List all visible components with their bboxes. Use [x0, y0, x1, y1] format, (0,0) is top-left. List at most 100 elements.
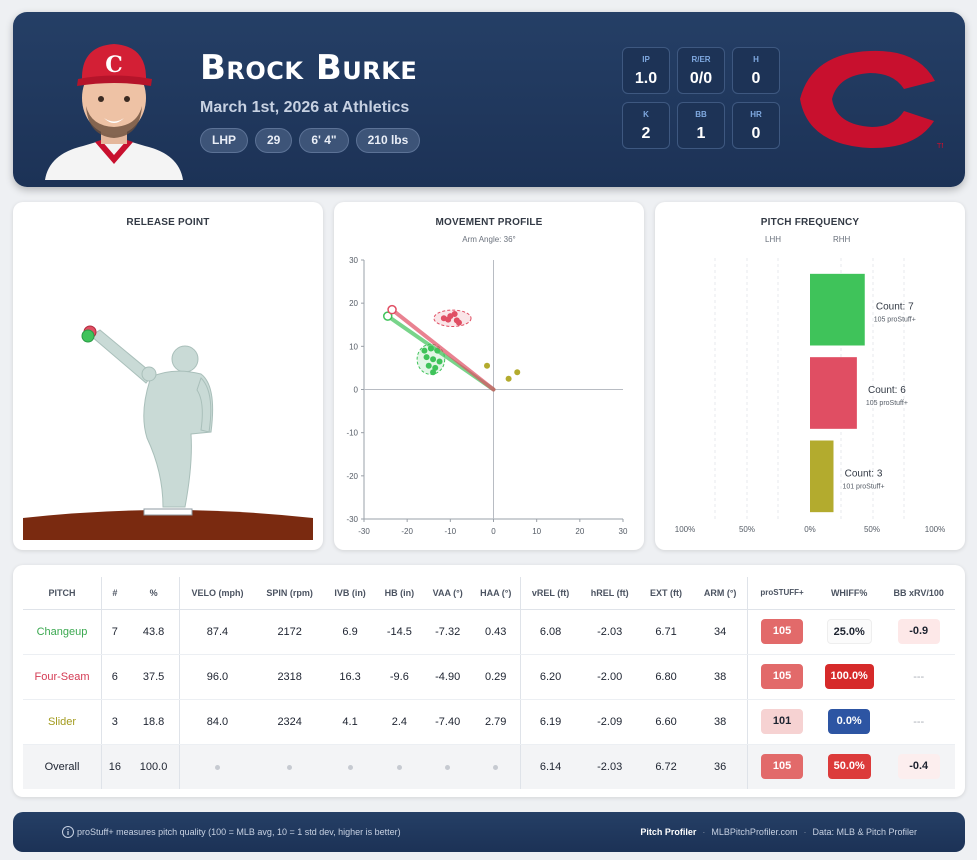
pitch-name: Overall — [23, 744, 102, 789]
empty-dot — [445, 764, 451, 770]
prostuff-cell: 105 — [747, 744, 816, 789]
x-tick-label: 20 — [575, 527, 584, 536]
frequency-bar-four-seam — [810, 357, 857, 429]
empty-dot — [493, 764, 499, 770]
pitch-point-changeup — [430, 356, 437, 363]
table-row-slider: Slider 3 18.8 84.0 2324 4.1 2.4 -7.40 2.… — [23, 699, 955, 745]
footer-data-source: Data: MLB & Pitch Profiler — [812, 827, 917, 837]
prostuff-cell: 101 — [747, 699, 816, 745]
hrel: -2.00 — [580, 654, 639, 700]
spin: 2318 — [254, 654, 325, 700]
stat-value: 0/0 — [689, 70, 713, 87]
arm: 38 — [693, 699, 749, 745]
frequency-count-label: Count: 3 — [845, 468, 883, 479]
table-header-row: PITCH # % VELO (mph) SPIN (rpm) IVB (in)… — [23, 577, 955, 610]
freq-tick-label: 0% — [804, 525, 816, 534]
stat-ip: IP 1.0 — [622, 47, 670, 94]
arm-slot-line-four-seam — [390, 307, 496, 392]
pitch-point-changeup — [425, 362, 432, 369]
footer-site: MLBPitchProfiler.com — [711, 827, 798, 837]
release-point-title: RELEASE POINT — [126, 217, 210, 228]
stat-label: K — [643, 110, 649, 119]
player-header: C Brock Burke March 1st, 2026 at Athleti… — [13, 12, 965, 187]
freq-tick-label: 100% — [925, 525, 945, 534]
velo: 96.0 — [179, 654, 255, 700]
pitch-name: Four-Seam — [23, 654, 102, 700]
footer: proStuff+ measures pitch quality (100 = … — [13, 812, 965, 852]
ext: 6.71 — [638, 609, 694, 655]
pitch-point-four-seam — [451, 310, 458, 317]
svg-text:TM: TM — [936, 142, 943, 150]
movement-profile-title: MOVEMENT PROFILE — [435, 217, 543, 228]
ext: 6.80 — [638, 654, 694, 700]
table-row-fourseam: Four-Seam 6 37.5 96.0 2318 16.3 -9.6 -4.… — [23, 654, 955, 700]
table-row-overall: Overall 16 100.0 6.14 -2.03 6.72 36 105 … — [23, 744, 955, 789]
pitch-point-changeup — [430, 369, 437, 376]
y-tick-label: -30 — [346, 515, 358, 524]
stat-value: 1 — [696, 125, 706, 142]
pitch-pct: 100.0 — [127, 744, 181, 789]
vrel: 6.08 — [520, 609, 581, 655]
col-ivb: IVB (in) — [324, 577, 376, 610]
xrv-badge: -0.9 — [897, 619, 940, 644]
whiff-cell: 50.0% — [815, 744, 883, 789]
pitch-point-four-seam — [455, 319, 462, 326]
vrel: 6.14 — [520, 744, 581, 789]
hrel: -2.03 — [580, 609, 639, 655]
stat-value: 0 — [751, 125, 761, 142]
col-arm: ARM (°) — [693, 577, 749, 610]
pitch-point-four-seam — [445, 316, 452, 323]
whiff-cell: 100.0% — [815, 654, 883, 700]
spin-empty — [254, 744, 325, 789]
footer-brand: Pitch Profiler — [640, 827, 697, 837]
release-point-panel: RELEASE POINT — [13, 202, 323, 550]
xrv-cell: -0.4 — [882, 744, 955, 789]
pitch-point-changeup — [427, 345, 434, 352]
freq-tick-label: 50% — [739, 525, 755, 534]
stat-k: K 2 — [622, 102, 670, 149]
pitch-frequency-chart: 100% 50% 0% 50% 100% Count: 7 105 proStuff+ Cou… — [675, 258, 945, 534]
y-tick-label: 10 — [349, 342, 358, 351]
xrv-value: --- — [913, 715, 925, 728]
movement-profile-panel: MOVEMENT PROFILE Arm Angle: 36° -30 -20 -1… — [334, 202, 644, 550]
chip-height: 6' 4" — [299, 128, 349, 153]
empty-dot — [396, 764, 402, 770]
pitch-count: 6 — [101, 654, 128, 700]
x-tick-label: -20 — [401, 527, 413, 536]
info-icon — [62, 826, 74, 838]
whiff-badge: 100.0% — [824, 664, 874, 689]
col-pitch: PITCH — [23, 577, 102, 610]
whiff-badge: 50.0% — [827, 754, 871, 780]
pitcher-silhouette — [90, 329, 214, 508]
prostuff-badge: 105 — [761, 754, 804, 780]
empty-dot — [287, 764, 293, 770]
table-row-changeup: Changeup 7 43.8 87.4 2172 6.9 -14.5 -7.3… — [23, 609, 955, 655]
whiff-cell: 0.0% — [815, 699, 883, 745]
haa: 0.29 — [471, 654, 521, 700]
x-tick-label: -30 — [358, 527, 370, 536]
xrv-cell: --- — [882, 699, 955, 745]
y-tick-label: 0 — [354, 386, 359, 395]
frequency-prostuff-label: 105 proStuff+ — [866, 400, 908, 407]
col-hb: HB (in) — [375, 577, 424, 610]
stat-bb: BB 1 — [677, 102, 725, 149]
vaa: -7.32 — [423, 609, 472, 655]
x-tick-label: 30 — [619, 527, 628, 536]
team-logo: TM — [800, 50, 943, 150]
y-tick-label: 30 — [349, 256, 358, 265]
stat-value: 2 — [641, 125, 651, 142]
pitch-count: 3 — [101, 699, 128, 745]
chip-weight: 210 lbs — [355, 128, 421, 153]
hb: -14.5 — [375, 609, 424, 655]
arm-angle-label: Arm Angle: 36° — [462, 235, 516, 244]
x-tick-label: -10 — [445, 527, 457, 536]
col-hrel: hREL (ft) — [580, 577, 639, 610]
lhh-label: LHH — [765, 235, 782, 244]
ext: 6.72 — [638, 744, 694, 789]
ivb: 6.9 — [324, 609, 376, 655]
chip-throws: LHP — [200, 128, 248, 153]
stat-value: 1.0 — [634, 70, 658, 87]
chip-age: 29 — [255, 128, 293, 153]
x-tick-label: 10 — [532, 527, 541, 536]
frequency-count-label: Count: 6 — [868, 385, 906, 396]
